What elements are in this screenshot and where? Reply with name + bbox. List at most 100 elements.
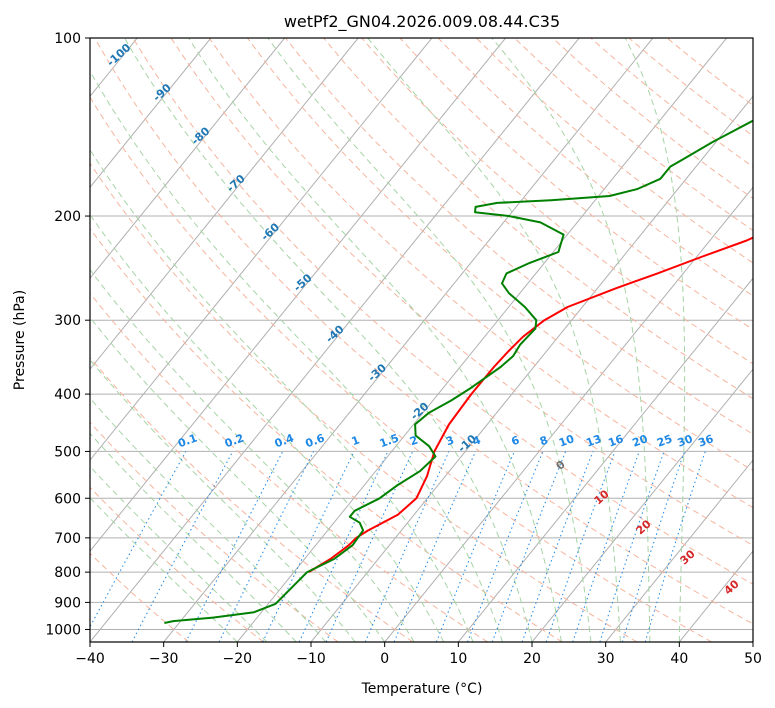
moist-adiabat-line: [90, 497, 238, 642]
dry-adiabat-line: [90, 162, 638, 642]
mixing-ratio-label: 10: [557, 432, 576, 450]
y-tick-label: 400: [54, 387, 81, 403]
mixing-ratio-line: [572, 451, 640, 642]
mixing-ratio-label: 0.6: [304, 431, 327, 450]
y-tick-label: 800: [54, 565, 81, 581]
mixing-ratio-label: 25: [655, 432, 674, 449]
isotherm-line: [163, 38, 654, 642]
isotherm-line: [90, 38, 580, 642]
dry-adiabat-line: [90, 292, 488, 642]
y-axis: 100 200 300 400 500 600 700 800 900 1000: [45, 31, 90, 638]
mixing-ratio-line: [298, 451, 389, 642]
moist-adiabat-line: [367, 38, 621, 642]
moist-adiabat-line: [491, 38, 651, 642]
isotherm-line: [90, 38, 359, 370]
mixing-ratio-label: 13: [584, 432, 603, 449]
grid-layer: [90, 38, 753, 642]
mixing-ratio-label: 8: [538, 434, 550, 449]
isotherm-line: [236, 38, 727, 642]
y-tick-label: 600: [54, 491, 81, 507]
mixing-ratio-label: 0.2: [223, 431, 246, 450]
isotherm-line: [90, 38, 433, 461]
moist-adiabat-line: [90, 268, 415, 642]
x-tick-label: 20: [523, 651, 541, 667]
y-axis-label: Pressure (hPa): [12, 290, 28, 390]
y-tick-label: 1000: [45, 622, 81, 638]
moist-adiabat-line: [90, 70, 503, 642]
chart-title: wetPf2_GN04.2026.009.08.44.C35: [284, 12, 560, 32]
x-axis: −40 −30 −20 −10 0 10 20 30 40 50: [75, 642, 762, 667]
mixing-ratio-label: 20: [631, 432, 650, 450]
mixing-ratio-line: [262, 451, 355, 642]
dry-adiabat-line: [90, 552, 190, 642]
mixing-ratio-label: 2: [408, 434, 420, 449]
isotherm-line: [90, 38, 506, 552]
y-tick-label: 500: [54, 444, 81, 460]
moist-adiabat-line: [624, 38, 686, 642]
mixing-ratio-label: 0.1: [176, 431, 199, 450]
moist-adiabat-line: [188, 38, 562, 642]
y-tick-label: 700: [54, 531, 81, 547]
moist-adiabat-line: [90, 465, 268, 642]
dry-adiabat-line: [90, 96, 712, 642]
mixing-ratio-label: 30: [676, 432, 695, 450]
y-tick-label: 100: [54, 31, 81, 47]
dry-adiabat-line: [170, 38, 753, 547]
dry-adiabat-line: [90, 421, 339, 642]
moist-adiabat-line: [124, 38, 533, 642]
series-layer: [164, 119, 753, 624]
mixing-ratio-line: [218, 451, 315, 642]
mixing-ratio-label: 36: [696, 432, 715, 450]
moist-adiabat-line: [90, 213, 445, 642]
moist-adiabat-line: [90, 149, 474, 642]
dry-adiabat-line: [437, 38, 753, 297]
mixing-ratio-line: [599, 451, 665, 642]
y-tick-label: 900: [54, 595, 81, 611]
isotherm-line: [531, 368, 753, 642]
mixing-ratio-label: 1: [350, 434, 362, 449]
mixing-ratio-line: [491, 451, 567, 642]
mixing-ratio-line: [467, 451, 544, 642]
mixing-ratio-label: 0.4: [273, 431, 296, 450]
dry-adiabat-line: [90, 227, 563, 642]
x-tick-label: −20: [223, 651, 253, 667]
y-tick-label: 300: [54, 313, 81, 329]
x-tick-label: −30: [149, 651, 179, 667]
dry-adiabat-line: [94, 38, 753, 625]
x-tick-label: −10: [296, 651, 326, 667]
mixing-ratio-line: [644, 451, 706, 642]
x-tick-label: 40: [670, 651, 688, 667]
dry-adiabat-line: [208, 38, 753, 509]
x-tick-label: −40: [75, 651, 105, 667]
dry-adiabat-line: [399, 38, 753, 331]
dry-adiabat-line: [90, 356, 414, 642]
moist-adiabat-line: [90, 316, 386, 642]
dewpoint-line: [164, 119, 753, 624]
x-tick-label: 10: [449, 651, 467, 667]
mixing-ratio-label: 3: [444, 434, 456, 449]
mixing-ratio-label: 1.5: [378, 431, 401, 450]
mixing-ratio-line: [90, 451, 187, 628]
mixing-ratio-label: 6: [510, 433, 522, 448]
plot-frame: [89, 37, 754, 643]
x-tick-label: 50: [744, 651, 762, 667]
isotherm-line: [605, 459, 753, 642]
isotherm-line: [384, 186, 753, 642]
moist-adiabat-line: [90, 359, 356, 642]
x-tick-label: 30: [597, 651, 615, 667]
temperature-line: [308, 236, 753, 573]
mixing-ratio-line: [131, 451, 234, 642]
mixing-ratio-label: 4: [471, 433, 483, 448]
isotherm-line: [90, 38, 285, 280]
moist-adiabat-line: [267, 38, 592, 642]
x-tick-label: 0: [380, 651, 389, 667]
reference-lines: [90, 38, 753, 642]
mixing-ratio-line: [621, 451, 685, 642]
dry-adiabat-line: [132, 38, 753, 585]
mixing-ratio-label: 16: [606, 432, 625, 450]
x-axis-label: Temperature (°C): [361, 681, 483, 697]
isotherm-line: [90, 38, 212, 189]
y-tick-label: 200: [54, 209, 81, 225]
